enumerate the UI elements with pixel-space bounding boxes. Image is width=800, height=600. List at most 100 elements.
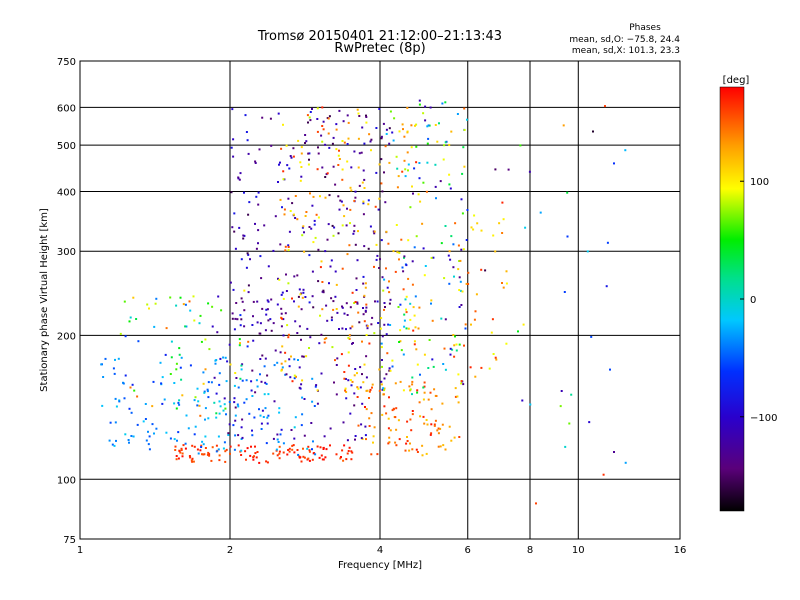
data-point (147, 430, 149, 433)
data-point (287, 244, 290, 247)
data-point (240, 318, 243, 321)
data-point (348, 446, 351, 449)
data-point (208, 453, 211, 456)
data-point (180, 378, 183, 381)
data-point (241, 418, 244, 421)
data-point (443, 144, 446, 147)
data-point (115, 405, 118, 408)
data-point (302, 455, 305, 458)
data-point (440, 242, 443, 245)
data-point (254, 222, 256, 225)
data-point (320, 134, 323, 137)
data-point (367, 203, 370, 206)
data-point (391, 365, 394, 368)
data-point (406, 106, 409, 109)
data-point (297, 295, 300, 298)
data-point (460, 382, 463, 385)
data-point (260, 380, 263, 383)
data-point (218, 372, 221, 375)
data-point (228, 343, 231, 346)
data-point (177, 457, 180, 460)
data-point (297, 305, 300, 308)
data-point (349, 222, 351, 225)
data-point (415, 145, 418, 148)
data-point (130, 435, 133, 437)
data-point (192, 460, 195, 463)
data-point (365, 114, 367, 117)
data-point (388, 367, 391, 370)
data-point (237, 176, 240, 179)
data-point (388, 302, 391, 305)
data-point (180, 449, 183, 451)
data-point (383, 278, 386, 281)
data-point (605, 285, 608, 288)
data-point (488, 367, 491, 370)
data-point (396, 251, 399, 254)
data-point (278, 452, 281, 455)
data-point (372, 435, 375, 438)
data-point (304, 134, 307, 136)
data-point (411, 185, 413, 188)
data-point (389, 324, 392, 326)
data-point (363, 142, 366, 145)
data-point (321, 290, 324, 293)
data-point (189, 456, 192, 459)
data-point (234, 372, 237, 374)
data-point (366, 324, 369, 327)
data-point (462, 146, 465, 149)
data-point (191, 460, 194, 463)
data-point (449, 353, 452, 356)
data-point (562, 124, 565, 127)
data-point (279, 243, 282, 246)
data-point (200, 444, 203, 447)
data-point (245, 398, 248, 401)
data-point (225, 380, 228, 383)
data-point (329, 427, 332, 430)
data-point (467, 283, 470, 285)
data-point (303, 231, 305, 234)
data-point (374, 205, 377, 208)
data-point (346, 253, 349, 256)
data-point (391, 409, 394, 412)
data-point (265, 313, 268, 316)
data-point (395, 428, 398, 431)
data-point (316, 168, 319, 171)
data-point (424, 119, 427, 122)
data-point (339, 457, 342, 460)
data-point (391, 359, 394, 362)
data-point (224, 450, 227, 453)
data-point (173, 402, 176, 405)
data-point (399, 329, 402, 332)
data-point (240, 438, 243, 440)
data-point (338, 158, 341, 160)
data-point (401, 170, 404, 173)
data-point (429, 433, 432, 436)
data-point (413, 314, 416, 317)
data-point (287, 282, 290, 285)
data-point (377, 322, 380, 324)
data-point (448, 425, 451, 428)
data-point (331, 346, 334, 349)
data-point (146, 303, 149, 306)
data-point (235, 302, 238, 304)
data-point (463, 165, 466, 168)
data-point (237, 444, 240, 447)
data-point (260, 422, 263, 425)
data-point (501, 232, 504, 234)
data-point (189, 364, 192, 367)
data-point (373, 230, 376, 233)
data-point (284, 312, 287, 315)
data-point (368, 133, 371, 136)
data-point (422, 386, 425, 389)
data-point (535, 502, 537, 505)
data-point (251, 395, 254, 397)
data-point (189, 309, 192, 312)
data-point (229, 445, 232, 448)
data-point (350, 189, 353, 192)
data-point (340, 353, 343, 356)
data-point (202, 453, 205, 456)
data-point (321, 166, 324, 169)
data-point (362, 307, 364, 309)
data-point (613, 451, 615, 453)
data-point (345, 224, 348, 227)
